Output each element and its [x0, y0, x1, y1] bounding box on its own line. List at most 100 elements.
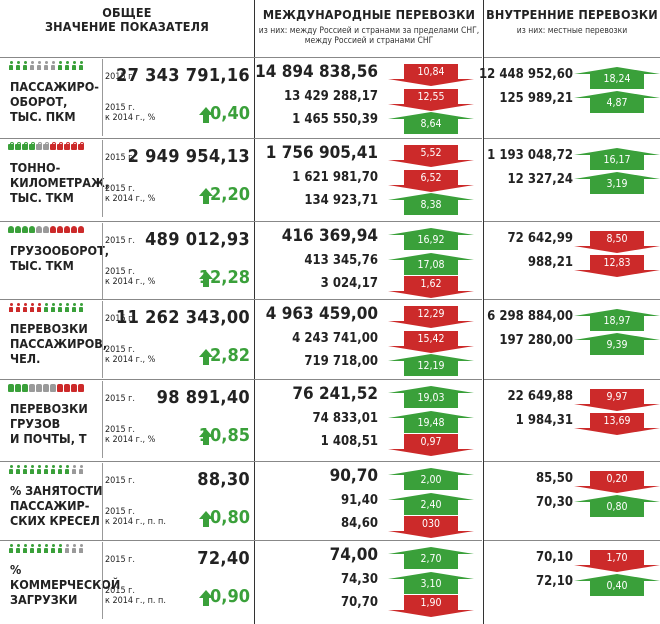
row-divider	[484, 138, 660, 139]
comparison-label: 2015 г.	[105, 507, 135, 517]
person-icon	[8, 465, 14, 474]
person-icon	[71, 465, 77, 474]
seat-icon	[15, 383, 21, 392]
international-value: 416 369,94	[281, 226, 378, 246]
row-divider	[0, 299, 482, 300]
person-icon	[57, 544, 63, 553]
person-icon	[22, 465, 28, 474]
person-icon	[78, 61, 84, 70]
person-icon	[43, 303, 49, 312]
indicator-row: % КОММЕРЧЕСКОЙ ЗАГРУЗКИ 2015 г. 72,40 2015 г.…	[0, 540, 660, 621]
international-change-badge: 17,08	[388, 253, 474, 275]
badge-value: 0,20	[606, 473, 628, 485]
indicator-label-line: чел.	[10, 351, 41, 366]
indicator-label: ПАССАЖИРО- ОБОРОТ, тыс. пкм	[10, 79, 99, 124]
badge-value: 1,90	[420, 597, 442, 609]
person-icon	[15, 61, 21, 70]
indicator-label: ПЕРЕВОЗКИ ПАССАЖИРОВ, чел.	[10, 321, 107, 366]
indicator-label-line: КИЛОМЕТРАЖ,	[10, 175, 110, 190]
indicator-label-line: тыс. пкм	[10, 109, 76, 124]
indicator-label-line: % ЗАНЯТОСТИ	[10, 483, 103, 498]
indicator-label-line: ПЕРЕВОЗКИ	[10, 321, 88, 336]
weight-icon	[29, 142, 35, 151]
indicator-row: % ЗАНЯТОСТИ ПАССАЖИР- СКИХ КРЕСЕЛ 2015 г. 88…	[0, 461, 660, 542]
column-divider	[483, 0, 484, 624]
arrow-up-shape	[574, 574, 660, 596]
arrow-down-shape	[574, 255, 660, 277]
arrow-down-shape	[388, 306, 474, 328]
person-icon	[50, 303, 56, 312]
seat-icon	[36, 383, 42, 392]
header-total: ОБЩЕЕ ЗНАЧЕНИЕ ПОКАЗАТЕЛЯ	[0, 0, 254, 56]
pkg-icon	[78, 225, 84, 234]
domestic-value: 1 984,31	[515, 413, 573, 428]
international-change-badge: 030	[388, 516, 474, 538]
badge-value: 19,03	[417, 392, 445, 404]
person-icon	[36, 544, 42, 553]
badge-value: 030	[421, 518, 441, 530]
international-change-badge: 15,42	[388, 331, 474, 353]
header-domestic: ВНУТРЕННИЕ ПЕРЕВОЗКИ из них: местные пер…	[484, 0, 660, 56]
seat-icon	[22, 383, 28, 392]
arrow-up-shape	[574, 495, 660, 517]
person-icon	[29, 544, 35, 553]
person-icon	[57, 303, 63, 312]
badge-value: 9,39	[606, 339, 628, 351]
international-change-badge: 12,19	[388, 354, 474, 376]
badge-value: 12,83	[603, 257, 631, 269]
person-icon	[15, 465, 21, 474]
arrow-down-shape	[388, 595, 474, 617]
comparison-label: к 2014 г., %	[105, 277, 156, 287]
person-icon	[43, 465, 49, 474]
domestic-change-badge: 8,50	[574, 231, 660, 253]
seat-icon	[78, 383, 84, 392]
header-total-line1: ОБЩЕЕ	[102, 5, 152, 20]
badge-value: 3,10	[420, 578, 442, 590]
total-value: 88,30	[197, 469, 250, 490]
badge-value: 16,92	[417, 234, 445, 246]
person-icon	[64, 544, 70, 553]
badge-value: 19,48	[417, 417, 445, 429]
indicator-icons	[8, 142, 84, 151]
person-icon	[8, 544, 14, 553]
person-icon	[64, 61, 70, 70]
year-label: 2015 г.	[105, 314, 135, 324]
domestic-value: 1 193 048,72	[487, 148, 573, 163]
domestic-value: 12 327,24	[507, 172, 573, 187]
badge-value: 0,40	[606, 580, 628, 592]
international-change-badge: 0,97	[388, 434, 474, 456]
badge-value: 5,52	[420, 147, 442, 159]
arrow-down-shape	[388, 145, 474, 167]
comparison-label: к 2014 г., п. п.	[105, 596, 166, 606]
arrow-up-shape	[388, 493, 474, 515]
domestic-value: 72,10	[536, 574, 573, 589]
total-block: 2015 г. 98 891,40 2015 г. к 2014 г., % 10,85	[102, 381, 254, 458]
international-value: 14 894 838,56	[255, 62, 378, 82]
international-value: 74 833,01	[312, 411, 378, 426]
indicator-label-line: %	[10, 562, 22, 577]
pkg-icon	[64, 225, 70, 234]
person-icon	[22, 61, 28, 70]
header-international-sub1: из них: между Россией и странами за пред…	[258, 26, 480, 36]
weight-icon	[15, 142, 21, 151]
row-divider	[484, 540, 660, 541]
international-change-badge: 12,55	[388, 89, 474, 111]
indicator-label-line: И ПОЧТЫ, т	[10, 431, 87, 446]
indicator-icons	[8, 225, 84, 234]
domestic-change-badge: 12,83	[574, 255, 660, 277]
header-total-line2: ЗНАЧЕНИЕ ПОКАЗАТЕЛЯ	[44, 19, 209, 34]
badge-value: 1,62	[420, 278, 442, 290]
comparison-label: 2015 г.	[105, 345, 135, 355]
arrow-up-icon	[199, 271, 213, 287]
badge-value: 10,84	[417, 66, 445, 78]
person-icon	[71, 544, 77, 553]
international-change-badge: 3,10	[388, 572, 474, 594]
change-value: 0,40	[210, 103, 250, 124]
person-icon	[29, 303, 35, 312]
domestic-value: 6 298 884,00	[487, 309, 573, 324]
badge-value: 2,70	[420, 553, 442, 565]
year-label: 2015 г.	[105, 555, 135, 565]
pkg-icon	[71, 225, 77, 234]
international-value: 74,30	[341, 572, 378, 587]
